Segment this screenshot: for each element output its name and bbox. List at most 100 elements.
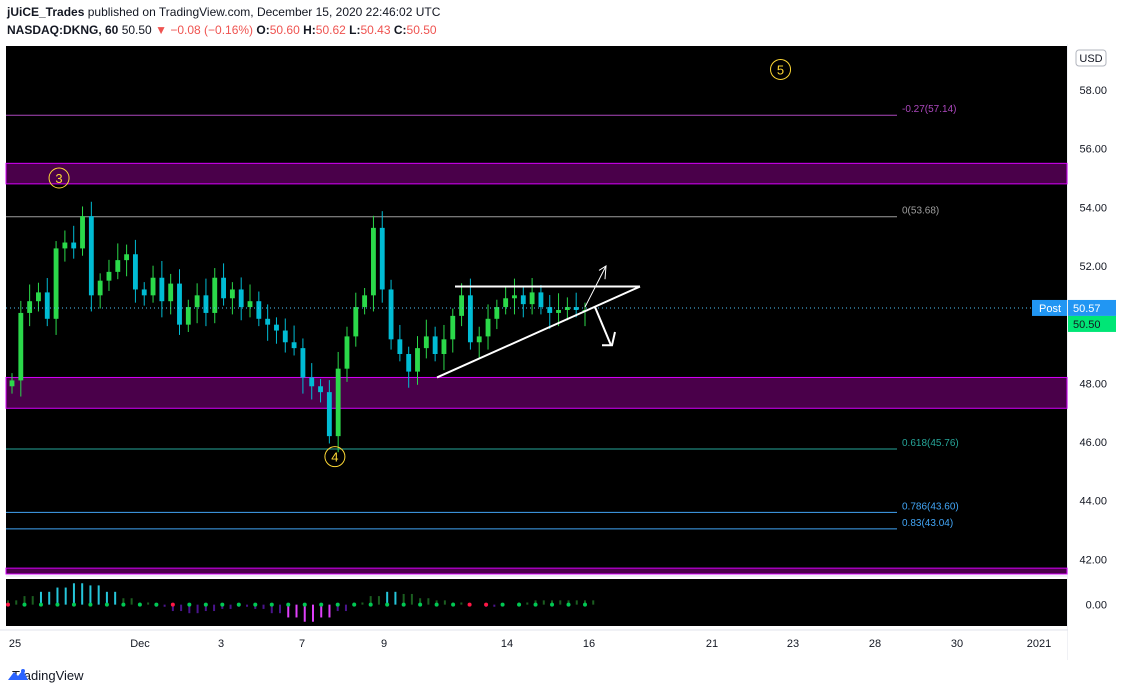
candle-body-5 xyxy=(53,248,59,319)
candle-body-54 xyxy=(485,318,491,337)
candle-body-48 xyxy=(432,336,438,354)
price-chart[interactable]: -0.27(57.14) 0(53.68) 0.618(45.76) 0.786(43… xyxy=(0,44,1123,660)
indicator-dot-1 xyxy=(22,602,27,607)
x-tick-4: 9 xyxy=(381,638,387,650)
candle-30 xyxy=(274,317,279,344)
candle-8 xyxy=(80,206,85,256)
last-price: 50.50 xyxy=(121,23,152,37)
candle-23 xyxy=(212,268,218,324)
candle-20 xyxy=(185,299,191,332)
candle-26 xyxy=(238,277,244,321)
candle-body-47 xyxy=(423,336,429,349)
candle-body-15 xyxy=(141,289,147,296)
y-tick-3: 52.00 xyxy=(1079,261,1107,273)
candle-42 xyxy=(379,211,385,303)
indicator-dot-7 xyxy=(121,602,126,607)
publisher-name[interactable]: jUiCE_Trades xyxy=(7,5,85,19)
wave-circle-5 xyxy=(770,58,792,80)
indicator-dot-13 xyxy=(220,602,225,607)
indicator-dot-17 xyxy=(286,602,291,607)
breakout-up-arrow xyxy=(584,265,607,308)
candle-body-59 xyxy=(529,292,535,305)
candle-16 xyxy=(150,265,156,303)
candle-body-38 xyxy=(344,336,350,369)
close-value: 50.50 xyxy=(406,23,437,37)
candle-11 xyxy=(106,259,112,291)
price-pane xyxy=(6,46,1067,574)
open-label: O: xyxy=(256,23,270,37)
last-price-box xyxy=(1068,315,1116,332)
post-price-value: 50.57 xyxy=(1073,303,1101,315)
indicator-dot-19 xyxy=(319,602,324,607)
candle-63 xyxy=(564,297,570,321)
candle-31 xyxy=(282,318,288,353)
candle-body-4 xyxy=(44,292,50,319)
candle-51 xyxy=(459,283,465,327)
candle-7 xyxy=(71,225,77,259)
x-tick-10: 30 xyxy=(951,638,963,650)
y-tick-5: 48.00 xyxy=(1079,378,1107,390)
candle-2 xyxy=(27,284,33,327)
symbol[interactable]: NASDAQ:DKNG, 60 xyxy=(7,23,119,37)
candle-body-20 xyxy=(185,307,191,325)
candle-body-29 xyxy=(265,318,271,325)
chart-header: jUiCE_Trades published on TradingView.co… xyxy=(0,0,1123,44)
fib-label-0: -0.27(57.14) xyxy=(902,104,956,115)
candle-29 xyxy=(265,304,271,341)
wave-label-3: 3 xyxy=(55,171,62,186)
last-price-tag: 50.50 xyxy=(1068,315,1116,332)
candle-body-52 xyxy=(467,295,473,343)
indicator-zero-label: 0.00 xyxy=(1086,600,1107,612)
indicator-dot-5 xyxy=(88,602,93,607)
candle-28 xyxy=(256,291,262,327)
publish-info: jUiCE_Trades published on TradingView.co… xyxy=(7,5,440,19)
candle-body-28 xyxy=(256,301,262,319)
candle-58 xyxy=(520,285,526,318)
candle-25 xyxy=(229,282,235,315)
candle-37 xyxy=(335,351,341,453)
candle-47 xyxy=(423,319,429,359)
candle-13 xyxy=(124,244,130,277)
indicator-dot-9 xyxy=(154,602,159,607)
candle-body-30 xyxy=(274,324,279,331)
candle-body-0 xyxy=(9,380,15,387)
indicator-dot-0 xyxy=(6,602,10,607)
indicator-dot-34 xyxy=(566,602,571,607)
candle-62 xyxy=(556,293,561,327)
candle-body-7 xyxy=(71,242,77,249)
candle-body-36 xyxy=(326,392,332,437)
candle-body-3 xyxy=(36,292,41,302)
indicator-dot-4 xyxy=(71,602,76,607)
breakdown-arrow xyxy=(594,306,612,346)
candle-45 xyxy=(406,346,412,388)
indicator-dot-14 xyxy=(236,602,241,607)
indicator-dot-25 xyxy=(418,602,423,607)
candle-body-1 xyxy=(18,312,24,381)
indicator-dot-32 xyxy=(533,602,538,607)
candle-32 xyxy=(291,325,297,356)
post-tag-box xyxy=(1032,299,1067,316)
candle-body-44 xyxy=(397,339,403,354)
currency-badge: USD xyxy=(1075,49,1107,67)
candle-body-23 xyxy=(212,277,218,313)
candle-52 xyxy=(467,278,473,350)
indicator-dot-24 xyxy=(401,602,406,607)
candle-40 xyxy=(362,288,368,315)
candle-body-50 xyxy=(450,315,456,340)
open-value: 50.60 xyxy=(269,23,300,37)
chart-area[interactable]: -0.27(57.14) 0(53.68) 0.618(45.76) 0.786(43… xyxy=(0,44,1123,660)
post-price-tag: Post 50.57 xyxy=(1032,299,1116,316)
tradingview-logo[interactable]: TradingView xyxy=(7,668,84,683)
candle-15 xyxy=(141,282,147,306)
candle-body-18 xyxy=(168,283,174,302)
indicator-dot-20 xyxy=(335,602,340,607)
indicator-dot-15 xyxy=(253,602,258,607)
candle-55 xyxy=(494,299,500,330)
indicator-dot-18 xyxy=(302,602,307,607)
candle-body-11 xyxy=(106,271,112,281)
y-tick-0: 58.00 xyxy=(1079,85,1107,97)
post-tag-label: Post xyxy=(1039,303,1061,315)
candle-22 xyxy=(203,278,209,327)
wave-label-4: 4 xyxy=(331,450,338,465)
candle-body-25 xyxy=(229,289,235,299)
